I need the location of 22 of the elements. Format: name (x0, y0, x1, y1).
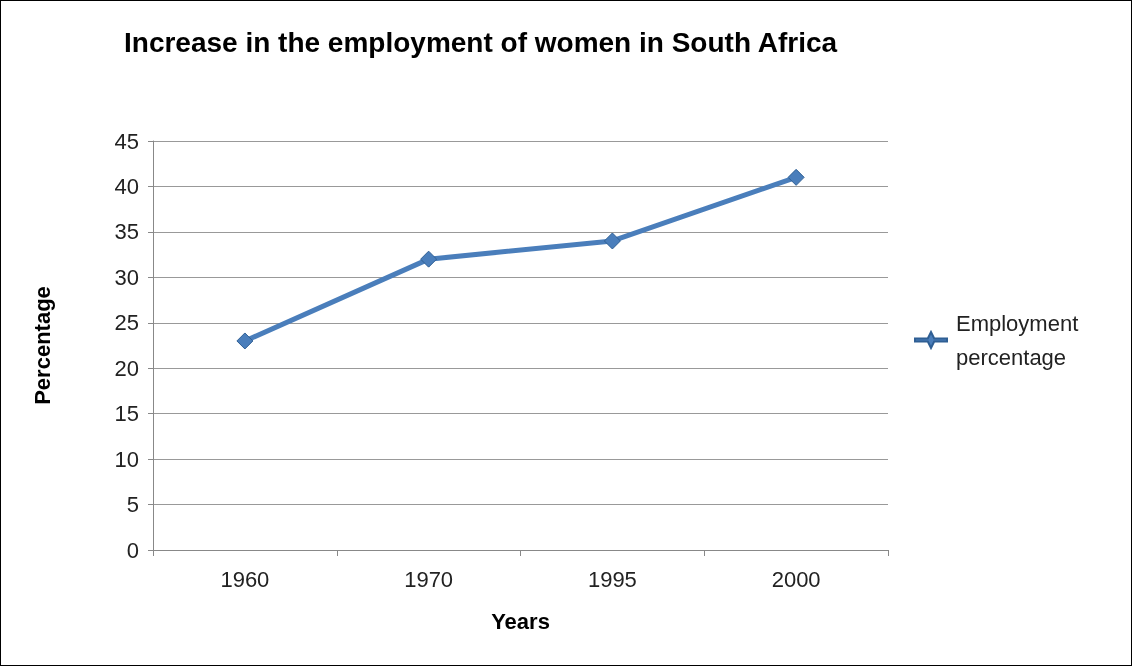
y-axis-title: Percentage (29, 286, 55, 405)
y-tick-label: 40 (114, 173, 139, 199)
x-axis-title: Years (491, 608, 550, 634)
point (603, 232, 621, 250)
y-tick-label: 5 (126, 492, 139, 518)
x-tick-label: 1995 (587, 566, 637, 592)
y-tick-label: 30 (114, 264, 139, 290)
chart-title: Increase in the employment of women in South Africa (124, 26, 838, 58)
point (787, 168, 805, 186)
x-tick-label: 1970 (404, 566, 454, 592)
y-tick-label: 10 (114, 446, 139, 472)
y-tick-label: 25 (114, 310, 139, 336)
y-tick-label: 20 (114, 355, 139, 381)
y-tick-label: 15 (114, 401, 139, 427)
y-tick-label: 0 (126, 537, 139, 563)
point (236, 332, 254, 350)
y-tick-label: 45 (114, 128, 139, 154)
y-tick-label: 35 (114, 219, 139, 245)
legend-label: Employment percentage (956, 310, 1085, 370)
x-tick-label: 2000 (771, 566, 821, 592)
x-tick-label: 1960 (220, 566, 270, 592)
point (420, 250, 438, 268)
